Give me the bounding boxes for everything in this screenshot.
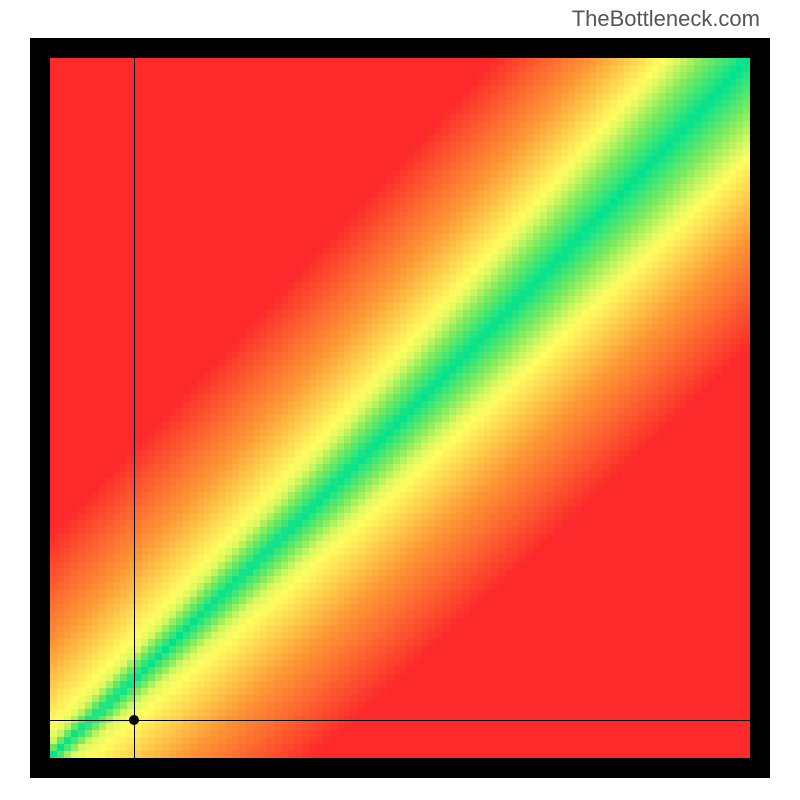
crosshair-vertical: [134, 58, 135, 758]
marker-dot: [129, 715, 139, 725]
plot-area: [30, 38, 770, 778]
crosshair-horizontal: [50, 720, 750, 721]
root: TheBottleneck.com: [0, 0, 800, 800]
watermark-text: TheBottleneck.com: [572, 6, 760, 32]
heatmap-canvas: [50, 58, 750, 758]
